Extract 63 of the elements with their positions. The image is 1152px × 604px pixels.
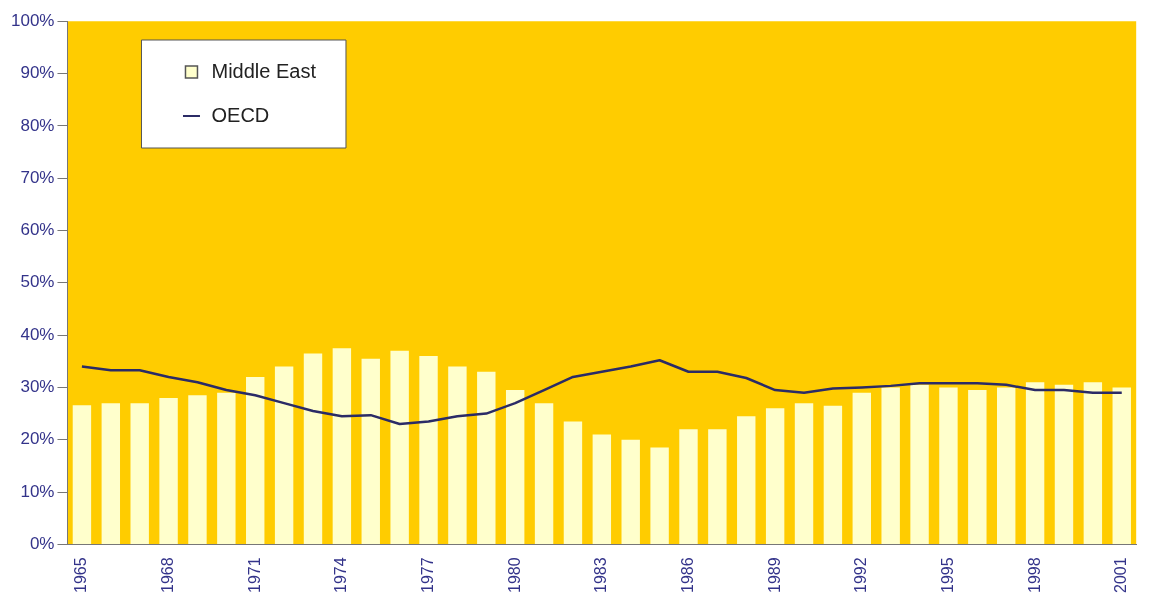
y-tick-label: 20% <box>20 429 55 449</box>
bar <box>563 421 583 544</box>
bar <box>679 429 698 544</box>
bar <box>794 403 814 544</box>
y-tick-label: 0% <box>29 534 55 554</box>
y-tick-label: 100% <box>11 10 55 30</box>
bar <box>708 429 727 544</box>
bar <box>534 403 554 544</box>
bar <box>939 387 958 544</box>
bar <box>881 387 900 544</box>
bar <box>1112 387 1131 544</box>
x-tick-label: 1965 <box>72 557 90 593</box>
y-tick-label: 90% <box>20 63 55 83</box>
bar <box>1054 384 1074 544</box>
bar <box>852 392 871 544</box>
bar <box>101 403 121 544</box>
x-tick-label: 1989 <box>765 557 783 593</box>
x-tick-label: 1995 <box>938 557 956 593</box>
bar <box>274 366 294 544</box>
y-tick-label: 10% <box>20 481 55 501</box>
bar <box>650 447 669 544</box>
x-tick-label: 1974 <box>332 557 350 593</box>
x-tick-label: 1968 <box>158 557 176 593</box>
bar <box>159 397 178 544</box>
y-tick-label: 50% <box>20 272 55 292</box>
bar <box>505 390 525 544</box>
legend-label: OECD <box>211 103 270 126</box>
y-tick-label: 80% <box>20 115 55 135</box>
bar <box>592 434 612 544</box>
legend-label: Middle East <box>211 59 317 82</box>
bar <box>968 390 987 544</box>
bar <box>448 366 467 544</box>
y-tick-label: 70% <box>20 167 55 187</box>
bar <box>246 376 265 544</box>
bar <box>477 371 496 544</box>
x-tick-label: 1998 <box>1025 557 1043 593</box>
x-tick-label: 2001 <box>1112 557 1130 593</box>
bar <box>1083 382 1103 544</box>
bar <box>217 392 236 544</box>
bar <box>910 384 929 544</box>
bar <box>72 405 92 544</box>
y-tick-label: 40% <box>20 324 55 344</box>
bar <box>303 353 323 544</box>
bar <box>1025 382 1045 544</box>
x-tick-label: 1983 <box>592 557 610 593</box>
bar <box>765 408 785 544</box>
bar <box>419 356 438 544</box>
y-tick-label: 60% <box>20 220 55 240</box>
x-tick-label: 1980 <box>505 557 523 593</box>
bar <box>332 348 352 544</box>
bar <box>997 387 1016 544</box>
bar <box>823 405 843 544</box>
x-tick-label: 1992 <box>852 557 870 593</box>
bar <box>737 416 756 544</box>
bar <box>390 350 409 544</box>
y-tick-label: 30% <box>20 377 55 397</box>
x-tick-label: 1977 <box>418 557 436 593</box>
bar <box>621 439 640 544</box>
bar <box>188 395 207 544</box>
bar <box>130 403 149 544</box>
x-tick-label: 1986 <box>678 557 696 593</box>
bar <box>361 358 380 544</box>
x-tick-label: 1971 <box>245 557 263 593</box>
